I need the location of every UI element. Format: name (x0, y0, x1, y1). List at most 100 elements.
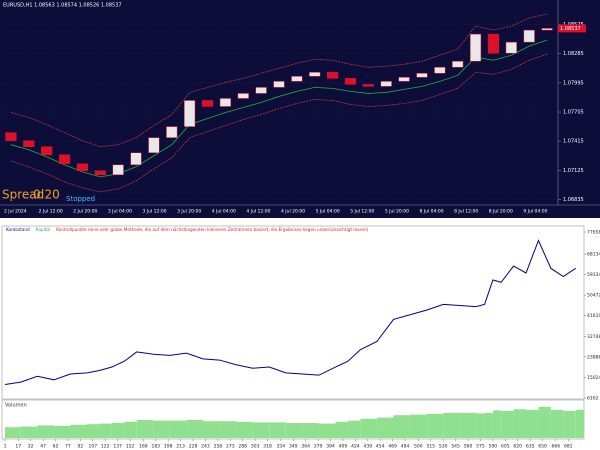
x-tick-label: 590 (489, 444, 498, 450)
volume-bar (136, 420, 154, 438)
x-tick-label: 2 Jul 12:00 (39, 209, 63, 215)
volume-label: Volumen (5, 403, 27, 409)
price-chart-bg (0, 0, 600, 218)
x-tick-label: 17 (15, 444, 21, 450)
x-tick-label: 4 Jul 12:00 (246, 209, 270, 215)
candle (219, 98, 231, 107)
volume-bar (302, 423, 319, 438)
candle (380, 81, 392, 87)
candle (273, 81, 285, 88)
x-tick-label: 635 (526, 444, 535, 450)
candle (237, 93, 249, 99)
balance-line (4, 239, 576, 385)
volume-bar (236, 421, 253, 438)
y-tick-label: 1.07415 (563, 139, 584, 145)
x-tick-label: 8 Jul 04:00 (420, 209, 444, 215)
x-tick-label: 107 (89, 444, 98, 450)
candle (505, 41, 517, 54)
candle (434, 67, 446, 74)
volume-bar (20, 426, 38, 438)
x-tick-label: 3 Jul 04:00 (108, 209, 132, 215)
volume-bar (285, 423, 303, 438)
x-tick-label: 92 (78, 444, 84, 450)
x-tick-label: 122 (101, 444, 110, 450)
volume-bar (53, 426, 71, 438)
volume-bar (484, 412, 493, 438)
candle (469, 33, 482, 62)
volume-bar (426, 414, 444, 438)
x-tick-label: 77 (65, 444, 71, 450)
x-tick-label: 32 (28, 444, 34, 450)
x-tick-label: 349 (289, 444, 298, 450)
volume-bar (538, 406, 551, 438)
balance-frame (1, 225, 585, 400)
candle (541, 28, 553, 31)
x-tick-label: 469 (388, 444, 397, 450)
x-tick-label: 62 (53, 444, 59, 450)
volume-bar (513, 409, 527, 438)
candle (487, 33, 500, 54)
volume-bar (459, 412, 477, 438)
current-price-label: 1.08537 (560, 26, 581, 32)
x-tick-label: 288 (238, 444, 247, 450)
legend-entry: Kapital (36, 227, 50, 232)
volume-bar (376, 417, 394, 438)
candle (523, 29, 535, 43)
volume-bar (347, 420, 361, 438)
x-tick-label: 198 (164, 444, 173, 450)
x-tick-label: 439 (364, 444, 373, 450)
y-tick-label: 41610 (587, 313, 600, 319)
y-tick-label: 68134 (587, 252, 600, 258)
x-tick-label: 650 (538, 444, 547, 450)
candle (58, 154, 71, 165)
x-tick-label: 47 (40, 444, 46, 450)
x-tick-label: 8 Jul 12:00 (454, 209, 478, 215)
volume-bar (219, 421, 237, 438)
x-tick-label: 303 (251, 444, 260, 450)
candle (362, 84, 374, 87)
x-tick-label: 545 (451, 444, 460, 450)
x-tick-label: 666 (552, 444, 561, 450)
candle (291, 76, 303, 82)
x-tick-label: 2 Jul 20:00 (73, 209, 97, 215)
volume-bar (492, 410, 502, 438)
x-tick-label: 183 (151, 444, 160, 450)
y-tick-label: 6162 (587, 396, 599, 402)
x-tick-label: 9 Jul 04:00 (523, 209, 547, 215)
x-tick-label: 681 (564, 444, 573, 450)
candle (5, 132, 17, 141)
volume-bar (202, 421, 220, 438)
x-tick-label: 500 (414, 444, 423, 450)
volume-bar (318, 423, 336, 438)
volume-bar (575, 409, 584, 438)
legend-entry: Kontrollpunkte (eine sehr grobe Methode,… (56, 227, 369, 232)
spread-label: Spread (2, 188, 44, 202)
y-tick-label: 1.07995 (563, 80, 584, 86)
volume-bar (111, 423, 125, 438)
volume-bar (410, 414, 427, 438)
x-tick-label: 4 Jul 20:00 (281, 209, 305, 215)
volume-bar (501, 411, 514, 438)
y-tick-label: 1.07125 (563, 168, 584, 174)
y-tick-label: 1.06835 (563, 197, 584, 203)
candle (255, 87, 267, 94)
x-tick-label: 379 (314, 444, 323, 450)
x-tick-label: 137 (113, 444, 122, 450)
x-tick-label: 605 (501, 444, 510, 450)
volume-bar (252, 422, 270, 438)
x-tick-label: 4 Jul 04:00 (212, 209, 236, 215)
candle (327, 72, 339, 79)
x-tick-label: 168 (139, 444, 148, 450)
x-tick-label: 2 Jul 2024 (4, 209, 27, 215)
candle (148, 137, 160, 153)
x-tick-label: 409 (339, 444, 348, 450)
candle (344, 78, 357, 85)
x-tick-label: 575 (476, 444, 485, 450)
y-tick-label: 23886 (587, 354, 600, 360)
x-tick-label: 620 (513, 444, 522, 450)
candle (112, 164, 124, 176)
volume-bar (169, 420, 187, 438)
x-tick-label: 3 Jul 20:00 (177, 209, 201, 215)
